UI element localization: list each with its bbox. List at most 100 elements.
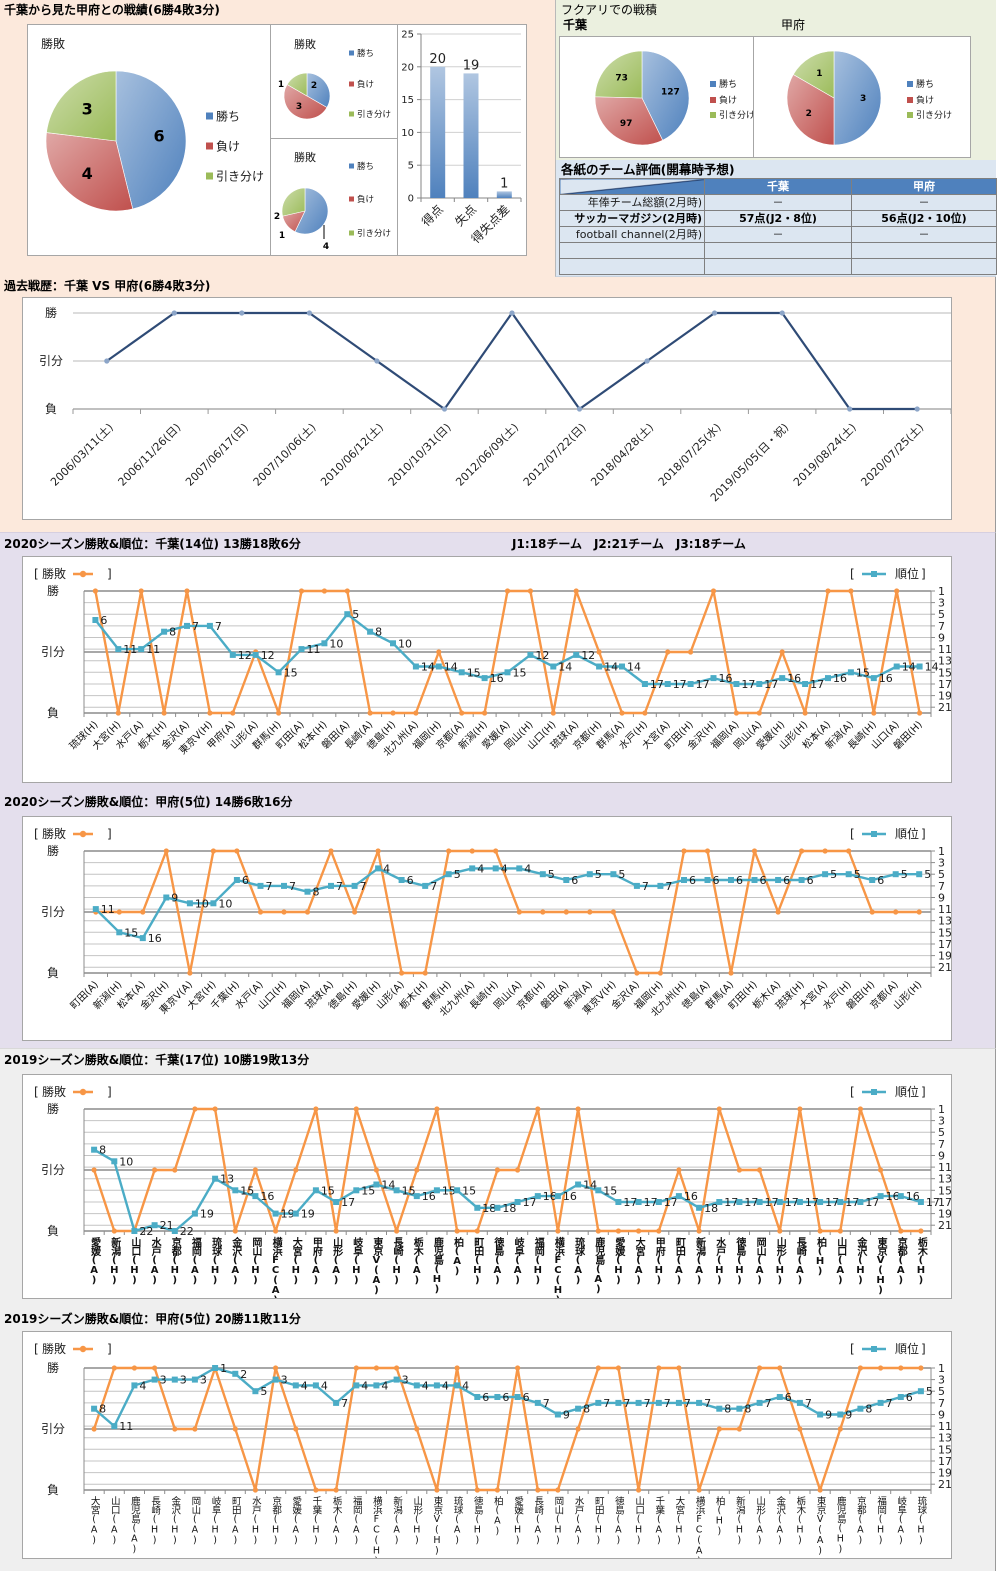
x-tick-label: 山口(A) [109, 1496, 120, 1546]
rank-marker [575, 1405, 582, 1412]
result-marker [857, 1106, 864, 1112]
rank-marker [328, 882, 334, 889]
rank-marker [373, 1181, 380, 1188]
legend-label-rank: 順位 [895, 1084, 919, 1099]
result-marker [575, 1426, 581, 1432]
x-tick-label: 金沢(A) [230, 1236, 243, 1285]
legend-marker-result [79, 830, 87, 838]
rank-marker [687, 681, 694, 687]
rank-marker [675, 1193, 682, 1200]
result-marker [797, 1106, 803, 1112]
x-tick-label: 柏(A) [452, 1236, 464, 1276]
rank-data-label: 3 [200, 1374, 207, 1387]
legend-marker-result [79, 570, 87, 578]
rank-data-label: 7 [336, 880, 343, 893]
result-marker [595, 1365, 601, 1371]
rank-data-label: 16 [833, 672, 847, 685]
rank-marker [916, 663, 923, 670]
rank-marker [116, 929, 123, 936]
result-marker [413, 710, 419, 716]
rank-marker [704, 877, 711, 883]
rank-data-label: 17 [644, 1196, 658, 1209]
rank-marker [917, 1199, 924, 1205]
rank-data-label: 19 [301, 1208, 315, 1221]
rank-axis-label: 13 [938, 655, 951, 668]
result-marker [138, 588, 144, 594]
rank-data-label: 17 [724, 1196, 738, 1209]
x-tick-label: 山口(A) [835, 1236, 847, 1285]
rank-marker [664, 681, 671, 687]
result-marker [163, 848, 169, 854]
pie-slice-draw [792, 50, 835, 99]
rank-axis-label: 3 [938, 597, 945, 610]
rank-marker [516, 865, 523, 872]
result-marker [353, 1106, 359, 1112]
rank-marker [817, 1411, 824, 1418]
result-marker [736, 1167, 743, 1173]
legend-label-rank: 順位 [895, 566, 919, 581]
rank-marker [756, 1199, 763, 1205]
rank-marker [367, 628, 374, 635]
legend-bracket-close: ] [921, 567, 926, 581]
legend-bracket-open: [ [34, 567, 39, 581]
legend-label-rank: 順位 [895, 826, 919, 841]
rank-axis-label: 19 [938, 950, 951, 963]
result-marker [422, 970, 428, 976]
rank-marker [252, 1388, 259, 1395]
x-tick-label: 2006/11/26(日) [116, 421, 184, 489]
rank-marker [275, 669, 282, 676]
rank-axis-label: 11 [938, 903, 951, 916]
rank-data-label: 22 [139, 1225, 153, 1238]
x-tick-label: 徳島(H) [734, 1236, 747, 1285]
rank-marker [304, 888, 311, 895]
pie-data-label-draw: 2 [274, 212, 280, 222]
rank-marker [91, 1405, 98, 1412]
rank-axis-label: 17 [938, 678, 951, 691]
match-history-title: 過去戦歴：千葉 VS 甲府(6勝4敗3分) [4, 279, 211, 293]
rank-marker [151, 1222, 158, 1229]
rank-data-label: 7 [665, 880, 672, 893]
pie-data-label-loss: 1 [279, 231, 285, 241]
result-marker [563, 909, 569, 915]
x-tick-label: 山形(A) [331, 1236, 343, 1285]
table-cell-kofu: 56点(J2・10位) [851, 210, 997, 227]
rank-marker [822, 871, 829, 878]
result-marker [527, 588, 533, 594]
pie-slice-draw [281, 187, 306, 217]
rank-marker [412, 663, 419, 670]
legend-bracket-open: [ [34, 1342, 39, 1356]
rank-marker [655, 1199, 662, 1205]
legend-marker-result [79, 1088, 87, 1096]
rank-marker [184, 622, 190, 629]
table-cell-chiba: － [704, 194, 852, 211]
result-marker [273, 1365, 279, 1371]
result-marker [116, 909, 122, 915]
rank-marker [454, 1382, 461, 1389]
pie-slice-win [833, 50, 882, 146]
rank-axis-label: 3 [938, 1374, 945, 1387]
result-marker [587, 909, 593, 915]
rank-marker [534, 1193, 541, 1200]
rank-marker [115, 646, 122, 653]
table-row-label [559, 242, 705, 259]
table-row [559, 242, 997, 259]
rank-data-label: 22 [180, 1225, 194, 1238]
x-tick-label: 徳島(H) [472, 1495, 484, 1545]
result-marker [281, 909, 287, 915]
legend-bracket-close: ] [921, 1085, 926, 1099]
rank-data-label: 4 [361, 1379, 368, 1392]
rank-marker [514, 1199, 521, 1205]
rank-axis-label: 5 [938, 868, 945, 881]
rank-data-label: 15 [402, 1184, 416, 1197]
rank-data-label: 18 [502, 1202, 516, 1215]
rank-marker [131, 1228, 138, 1234]
result-marker [555, 1228, 561, 1234]
rank-marker [390, 640, 396, 647]
result-marker [878, 1365, 884, 1371]
rank-marker [191, 1210, 198, 1217]
rank-data-label: 4 [422, 1379, 429, 1392]
rank-marker [111, 1158, 118, 1165]
